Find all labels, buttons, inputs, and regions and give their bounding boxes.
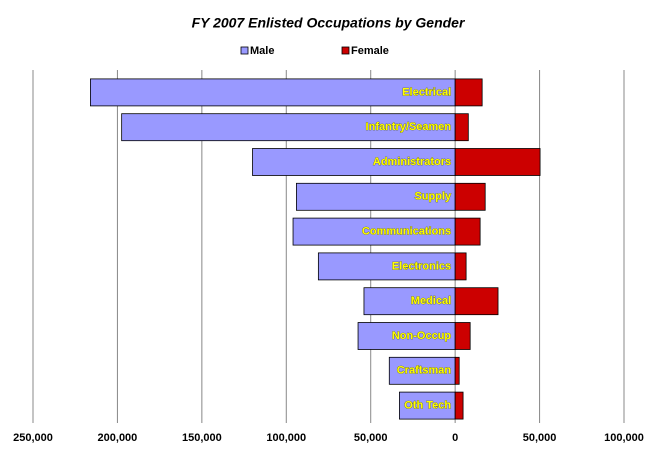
category-label: Electronics [392, 260, 451, 272]
x-tick-label: 200,000 [98, 432, 138, 444]
bar [454, 322, 471, 350]
x-tick-label: 100,000 [266, 432, 306, 444]
bar [399, 391, 456, 420]
category-label: Supply [414, 191, 452, 203]
category-label: Infantry/Seamen [366, 121, 452, 133]
category-label: Non-Occup [392, 330, 452, 342]
legend-swatch [341, 46, 350, 55]
category-label: Craftsman [397, 365, 452, 377]
bar [454, 391, 464, 420]
x-tick-label: 50,000 [354, 432, 388, 444]
bar [454, 113, 469, 142]
legend-swatch [240, 46, 249, 55]
legend-label: Male [250, 45, 274, 57]
chart-title: FY 2007 Enlisted Occupations by Gender [192, 15, 466, 31]
legend-label: Female [351, 45, 389, 57]
bar [454, 182, 486, 211]
category-label: Medical [411, 295, 451, 307]
category-label: Oth Tech [404, 400, 451, 412]
bar [454, 148, 541, 176]
x-tick-label: 50,000 [523, 432, 557, 444]
bar [90, 78, 456, 107]
category-label: Administrators [373, 156, 451, 168]
bar [121, 113, 456, 142]
bar [388, 356, 456, 385]
bar [454, 356, 460, 385]
bar [454, 78, 483, 107]
bar [357, 322, 456, 350]
x-tick-label: 100,000 [604, 432, 644, 444]
x-tick-label: 150,000 [182, 432, 222, 444]
bar [454, 287, 499, 316]
bar [252, 148, 456, 176]
category-label: Electrical [402, 86, 451, 98]
x-tick-label: 250,000 [13, 432, 53, 444]
bar [363, 287, 456, 316]
bar [454, 217, 481, 246]
category-label: Communications [362, 226, 451, 238]
bar [454, 252, 467, 281]
x-tick-label: 0 [452, 432, 458, 444]
